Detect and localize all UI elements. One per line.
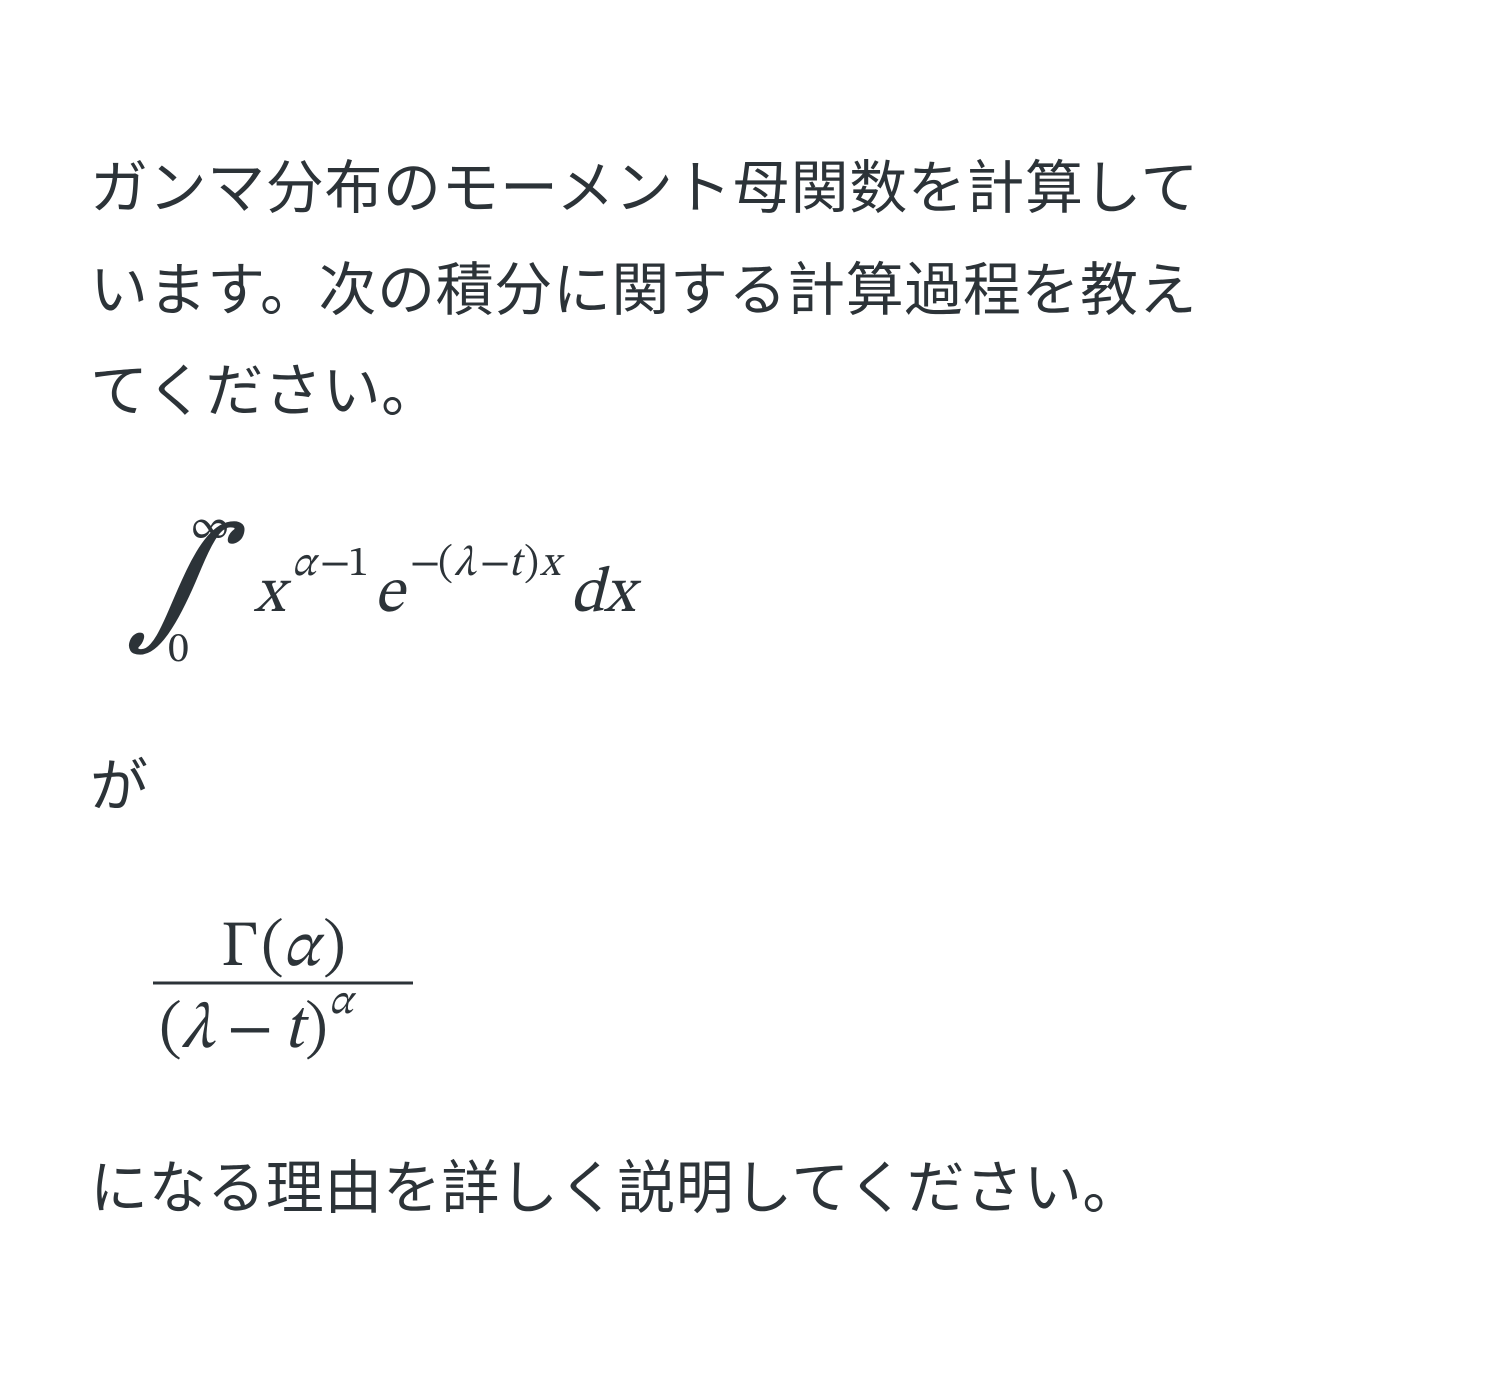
integrand-exp2-min2: − <box>480 543 510 585</box>
intro-line-1: ガンマ分布のモーメント母関数を計算して <box>90 156 1199 221</box>
num-rpar: ) <box>323 917 346 981</box>
den-lambda: λ <box>181 999 216 1063</box>
integrand-dx-x: x <box>603 563 642 627</box>
den-minus: − <box>227 999 273 1063</box>
integrand-exp1-one: 1 <box>348 543 369 585</box>
integrand-exp1-alpha: α <box>292 543 320 585</box>
num-gamma: Γ <box>221 917 257 981</box>
integrand-exp2-minus: − <box>410 543 440 585</box>
intro-line-2: います。次の積分に関する計算過程を教え <box>90 258 1197 323</box>
integral-svg: ∫ ∞ 0 x α − 1 e − ( λ − t ) x d x <box>120 503 840 673</box>
integrand-exp2-rpar: ) <box>524 543 539 585</box>
integrand-exp2-lambda: λ <box>454 543 477 585</box>
integrand-exp2-lpar: ( <box>438 543 453 585</box>
fraction-svg: Γ ( α ) ( λ − t ) α <box>145 895 485 1075</box>
den-rpar: ) <box>305 999 328 1063</box>
den-lpar: ( <box>159 999 182 1063</box>
intro-line-3: てください。 <box>90 359 440 424</box>
math-fraction: Γ ( α ) ( λ − t ) α <box>145 895 1410 1080</box>
intro-paragraph: ガンマ分布のモーメント母関数を計算して います。次の積分に関する計算過程を教え … <box>90 138 1410 443</box>
closing-text: になる理由を詳しく説明してください。 <box>90 1138 1410 1240</box>
integral-upper: ∞ <box>190 506 230 548</box>
connector-text: が <box>90 736 1410 838</box>
num-lpar: ( <box>261 917 284 981</box>
math-integral: ∫ ∞ 0 x α − 1 e − ( λ − t ) x d x <box>120 503 1410 678</box>
integrand-exp1-minus: − <box>320 543 350 585</box>
integral-lower: 0 <box>168 629 189 671</box>
num-alpha: α <box>283 917 325 981</box>
integrand-e: e <box>374 563 408 627</box>
page-container: ガンマ分布のモーメント母関数を計算して います。次の積分に関する計算過程を教え … <box>0 0 1500 1378</box>
integrand-exp2-x: x <box>539 543 565 585</box>
integrand-x: x <box>253 563 292 627</box>
den-exp-alpha: α <box>329 981 357 1023</box>
